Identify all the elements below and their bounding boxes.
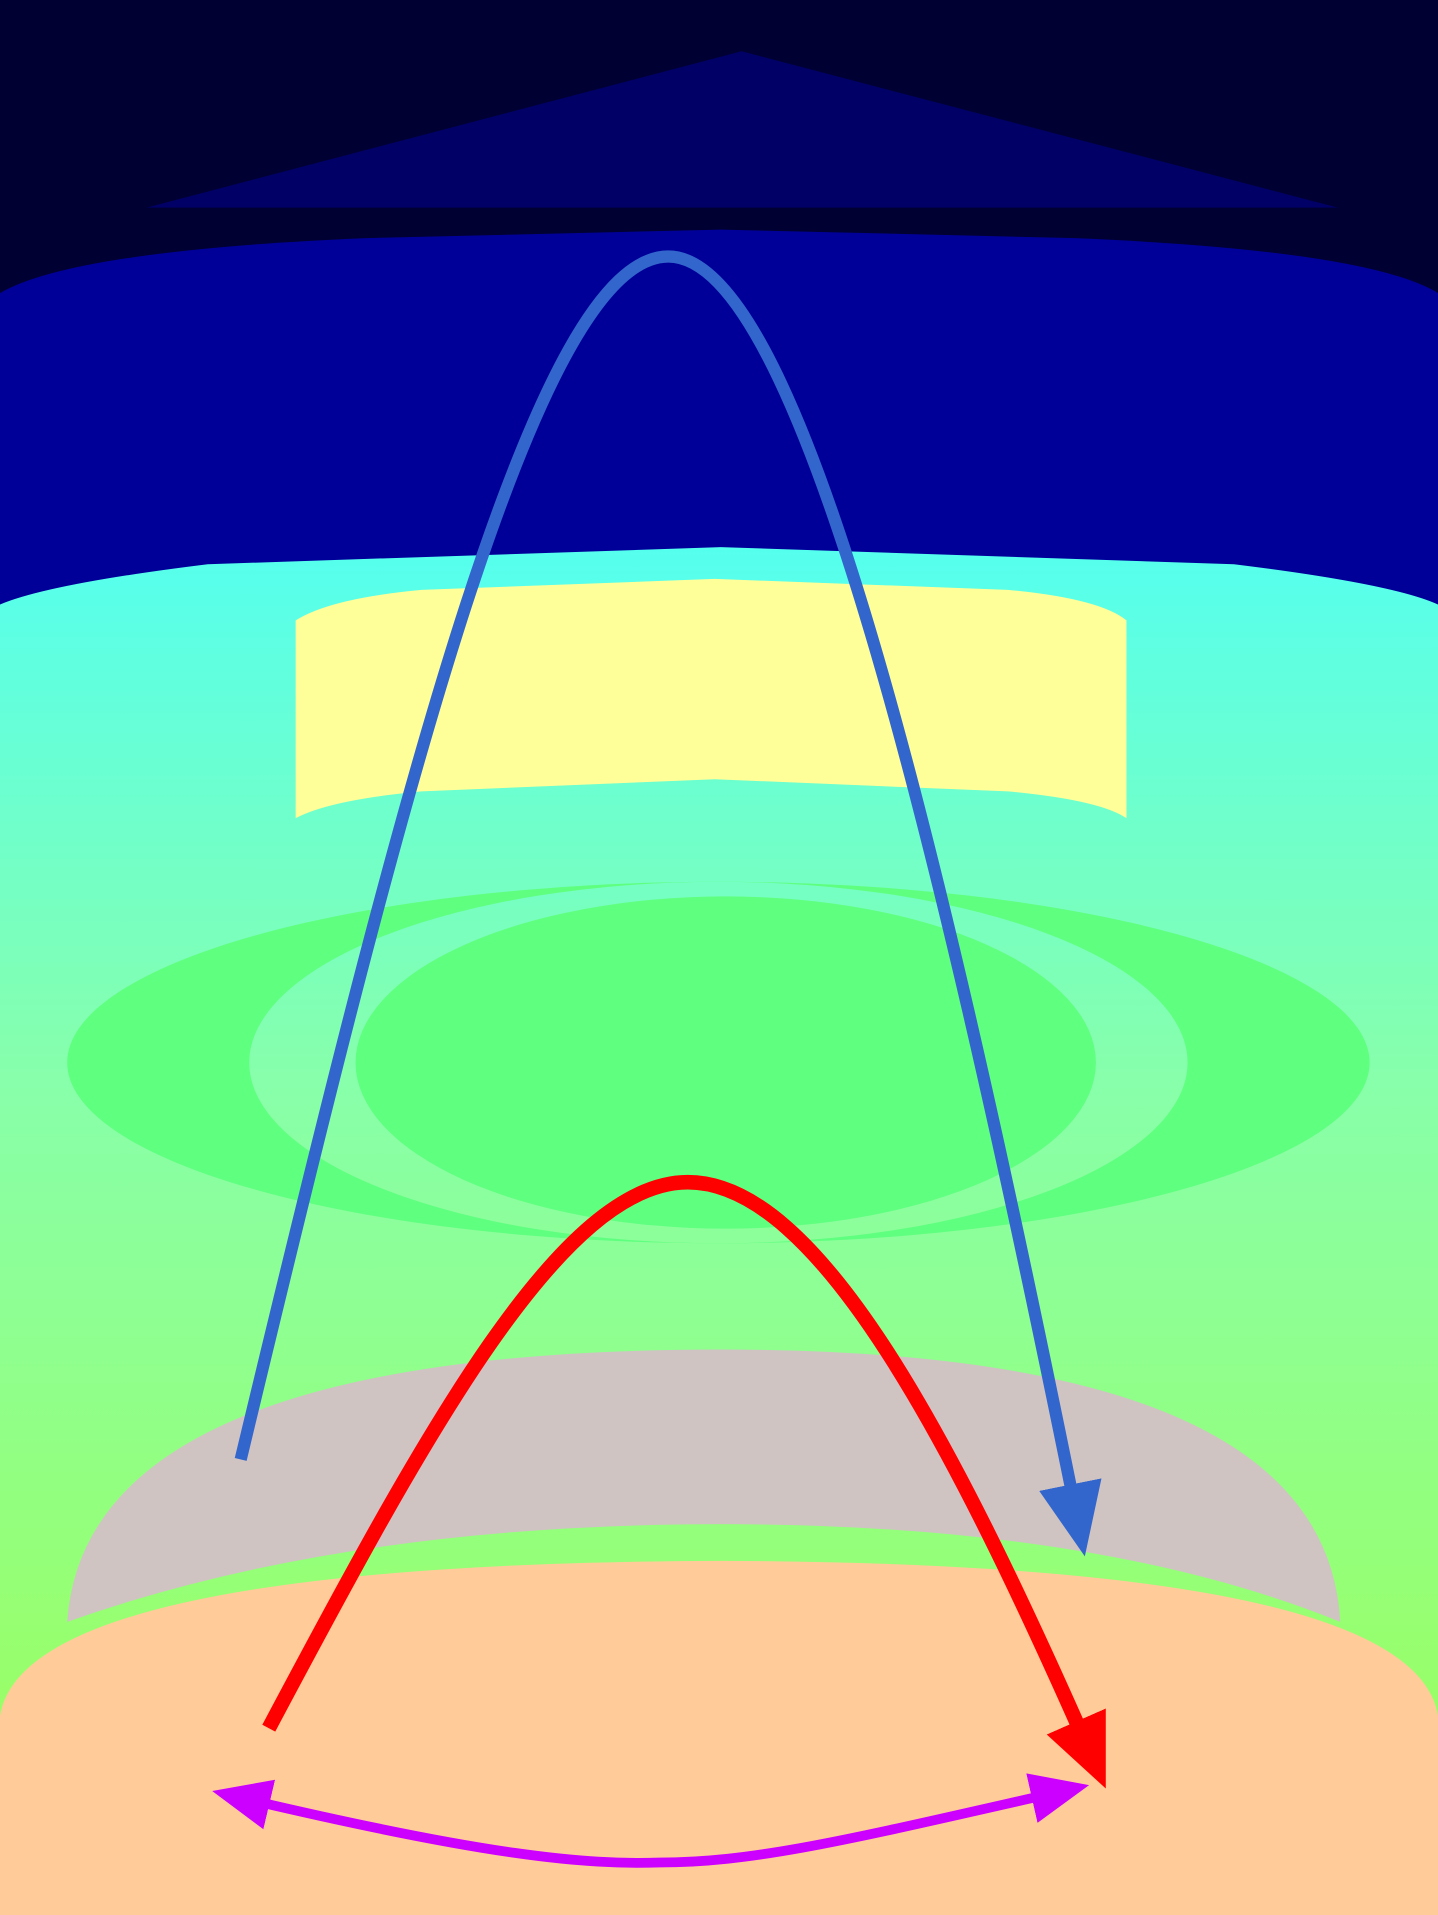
- inner-ellipse: [355, 896, 1096, 1229]
- magenta-arrow: [212, 1773, 1090, 1868]
- grey-dome: [67, 1349, 1341, 1622]
- blue-arrow: [234, 250, 1102, 1557]
- triangle: [146, 51, 1338, 208]
- blue-band: [0, 229, 1438, 636]
- yellow-band: [295, 578, 1127, 819]
- red-arrow: [262, 1174, 1106, 1789]
